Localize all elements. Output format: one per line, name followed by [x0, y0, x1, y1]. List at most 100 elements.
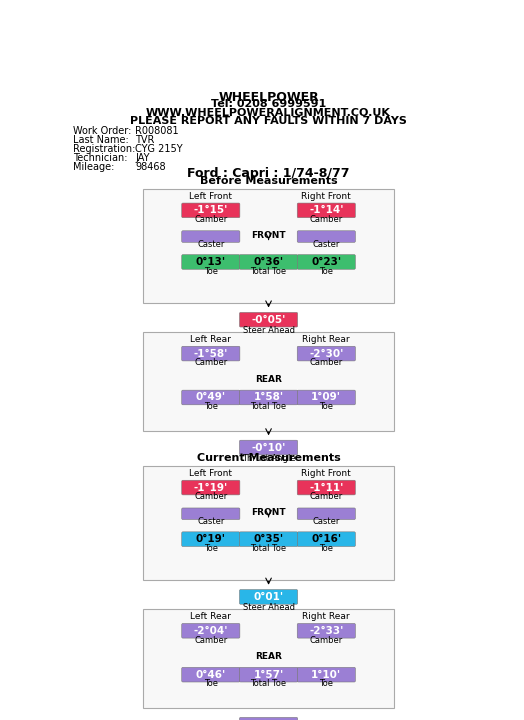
Text: CYG 215Y: CYG 215Y	[135, 144, 183, 154]
Text: 98468: 98468	[135, 162, 166, 172]
Text: 1°57': 1°57'	[254, 670, 283, 680]
Text: Toe: Toe	[204, 266, 218, 276]
Text: TVR: TVR	[135, 135, 155, 145]
Text: Technician:: Technician:	[73, 153, 128, 163]
Text: WWW.WHEELPOWERALIGNMENT.CO.UK: WWW.WHEELPOWERALIGNMENT.CO.UK	[146, 108, 391, 118]
Text: Tel: 0208 6999591: Tel: 0208 6999591	[211, 99, 326, 109]
Text: Total Toe: Total Toe	[250, 266, 287, 276]
FancyBboxPatch shape	[239, 717, 298, 720]
Text: -1°58': -1°58'	[193, 348, 228, 359]
Text: -0°05': -0°05'	[252, 315, 286, 325]
Text: Thrust Angle: Thrust Angle	[242, 454, 296, 463]
Text: Camber: Camber	[194, 636, 227, 644]
FancyBboxPatch shape	[297, 480, 355, 495]
Text: Left Front: Left Front	[189, 192, 232, 201]
Text: Total Toe: Total Toe	[250, 680, 287, 688]
Text: Registration:: Registration:	[73, 144, 136, 154]
Text: 0°36': 0°36'	[254, 257, 283, 267]
Text: Total Toe: Total Toe	[250, 402, 287, 411]
Text: Right Rear: Right Rear	[302, 613, 350, 621]
Text: Camber: Camber	[194, 215, 227, 224]
Text: Right Rear: Right Rear	[302, 336, 350, 344]
FancyBboxPatch shape	[297, 624, 355, 638]
FancyBboxPatch shape	[143, 332, 394, 431]
Text: Caster: Caster	[313, 517, 340, 526]
FancyBboxPatch shape	[297, 231, 355, 243]
Text: -1°19': -1°19'	[194, 482, 228, 492]
Text: 0°01': 0°01'	[254, 592, 283, 602]
FancyBboxPatch shape	[182, 480, 240, 495]
Text: Left Rear: Left Rear	[190, 336, 231, 344]
Text: Toe: Toe	[319, 402, 333, 411]
Text: Camber: Camber	[194, 359, 227, 367]
Text: Mileage:: Mileage:	[73, 162, 115, 172]
Text: FRONT: FRONT	[251, 508, 286, 517]
Text: -2°30': -2°30'	[309, 348, 344, 359]
FancyBboxPatch shape	[297, 346, 355, 361]
Text: 0°19': 0°19'	[196, 534, 226, 544]
FancyBboxPatch shape	[297, 255, 355, 269]
FancyBboxPatch shape	[297, 508, 355, 520]
Text: -0°10': -0°10'	[252, 443, 286, 453]
Text: REAR: REAR	[255, 652, 282, 662]
FancyBboxPatch shape	[143, 189, 394, 303]
FancyBboxPatch shape	[182, 624, 240, 638]
Text: Left Front: Left Front	[189, 469, 232, 478]
FancyBboxPatch shape	[143, 466, 394, 580]
FancyBboxPatch shape	[239, 667, 298, 682]
FancyBboxPatch shape	[239, 532, 298, 546]
FancyBboxPatch shape	[143, 609, 394, 708]
Text: PLEASE REPORT ANY FAULTS WITHIN 7 DAYS: PLEASE REPORT ANY FAULTS WITHIN 7 DAYS	[130, 117, 407, 127]
FancyBboxPatch shape	[297, 203, 355, 217]
FancyBboxPatch shape	[182, 231, 240, 243]
FancyBboxPatch shape	[182, 390, 240, 405]
FancyBboxPatch shape	[239, 440, 298, 455]
FancyBboxPatch shape	[182, 203, 240, 217]
Text: JAY: JAY	[135, 153, 150, 163]
FancyBboxPatch shape	[297, 667, 355, 682]
Text: 0°46': 0°46'	[195, 670, 226, 680]
Text: Caster: Caster	[197, 517, 224, 526]
Text: 0°49': 0°49'	[196, 392, 226, 402]
FancyBboxPatch shape	[297, 532, 355, 546]
FancyBboxPatch shape	[182, 532, 240, 546]
FancyBboxPatch shape	[182, 667, 240, 682]
FancyBboxPatch shape	[297, 390, 355, 405]
Text: 0°23': 0°23'	[311, 257, 341, 267]
Text: 0°16': 0°16'	[311, 534, 341, 544]
FancyBboxPatch shape	[239, 390, 298, 405]
Text: Camber: Camber	[310, 492, 343, 501]
Text: Toe: Toe	[319, 544, 333, 553]
Text: Camber: Camber	[310, 215, 343, 224]
FancyBboxPatch shape	[182, 255, 240, 269]
FancyBboxPatch shape	[239, 312, 298, 327]
Text: -2°04': -2°04'	[193, 626, 228, 636]
Text: Caster: Caster	[313, 240, 340, 248]
Text: Total Toe: Total Toe	[250, 544, 287, 553]
Text: -2°33': -2°33'	[309, 626, 344, 636]
Text: -1°14': -1°14'	[309, 205, 344, 215]
Text: R008081: R008081	[135, 127, 179, 136]
Text: Camber: Camber	[310, 359, 343, 367]
Text: 0°35': 0°35'	[254, 534, 283, 544]
FancyBboxPatch shape	[182, 508, 240, 520]
Text: Steer Ahead: Steer Ahead	[243, 326, 294, 335]
Text: Left Rear: Left Rear	[190, 613, 231, 621]
Text: Work Order:: Work Order:	[73, 127, 132, 136]
Text: REAR: REAR	[255, 375, 282, 384]
Text: Camber: Camber	[194, 492, 227, 501]
Text: Toe: Toe	[204, 680, 218, 688]
Text: Right Front: Right Front	[301, 469, 351, 478]
Text: Toe: Toe	[319, 266, 333, 276]
Text: FRONT: FRONT	[251, 230, 286, 240]
Text: Right Front: Right Front	[301, 192, 351, 201]
Text: Before Measurements: Before Measurements	[200, 176, 337, 186]
Text: 0°13': 0°13'	[196, 257, 226, 267]
Text: Toe: Toe	[319, 680, 333, 688]
Text: Ford : Capri : 1/74-8/77: Ford : Capri : 1/74-8/77	[187, 167, 350, 180]
Text: Toe: Toe	[204, 544, 218, 553]
Text: Last Name:: Last Name:	[73, 135, 129, 145]
FancyBboxPatch shape	[182, 346, 240, 361]
Text: Caster: Caster	[197, 240, 224, 248]
Text: -1°15': -1°15'	[193, 205, 228, 215]
